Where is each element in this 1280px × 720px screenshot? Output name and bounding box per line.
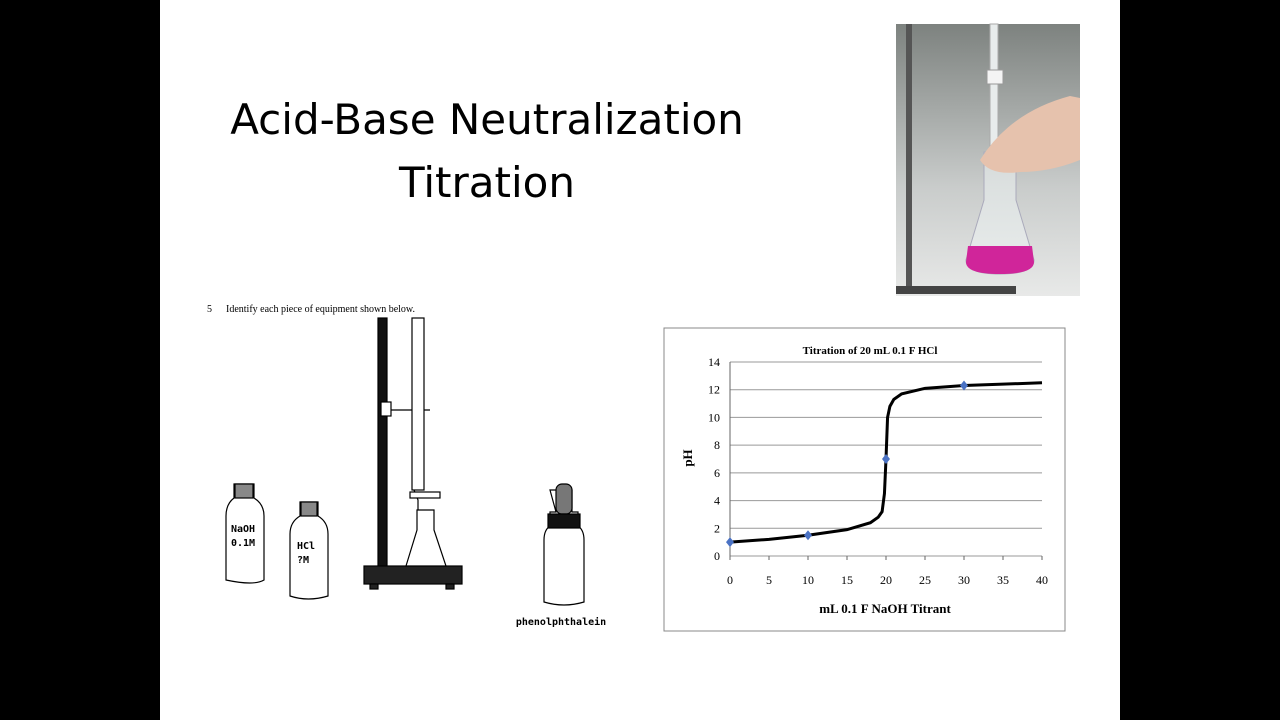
x-tick-label: 30 bbox=[958, 573, 970, 587]
chart-frame bbox=[663, 327, 1066, 632]
x-tick-label: 20 bbox=[880, 573, 892, 587]
data-point bbox=[960, 380, 968, 391]
x-tick-label: 10 bbox=[802, 573, 814, 587]
data-point bbox=[804, 530, 812, 541]
bottle-label: 0.1M bbox=[231, 538, 255, 549]
x-tick-label: 40 bbox=[1036, 573, 1048, 587]
data-point bbox=[882, 454, 890, 464]
x-tick-label: 25 bbox=[919, 573, 931, 587]
dropper-label: phenolphthalein bbox=[516, 616, 606, 628]
chart: Titration of 20 mL 0.1 F HCl mL 0.1 F Na… bbox=[680, 345, 1048, 616]
x-tick-label: 5 bbox=[766, 573, 772, 587]
y-tick-label: 10 bbox=[708, 410, 720, 424]
y-axis-label: pH bbox=[680, 449, 695, 466]
y-tick-label: 6 bbox=[714, 466, 720, 480]
data-point bbox=[726, 537, 734, 548]
equipment bbox=[225, 317, 585, 606]
photo bbox=[896, 23, 1080, 296]
x-tick-label: 35 bbox=[997, 573, 1009, 587]
slide-title: Titration bbox=[398, 158, 575, 207]
y-tick-label: 2 bbox=[714, 521, 720, 535]
x-tick-label: 0 bbox=[727, 573, 733, 587]
y-tick-label: 8 bbox=[714, 438, 720, 452]
bottle-label: ?M bbox=[297, 555, 309, 566]
question-text: Identify each piece of equipment shown b… bbox=[226, 304, 415, 315]
question-number: 5 bbox=[207, 304, 212, 315]
y-tick-label: 0 bbox=[714, 549, 720, 563]
slide-title: Acid-Base Neutralization bbox=[230, 95, 744, 144]
bottle-label: HCl bbox=[297, 541, 315, 552]
bottle-label: NaOH bbox=[231, 524, 255, 535]
y-tick-label: 12 bbox=[708, 383, 720, 397]
chart-title: Titration of 20 mL 0.1 F HCl bbox=[803, 345, 938, 357]
x-axis-label: mL 0.1 F NaOH Titrant bbox=[819, 601, 951, 616]
y-tick-label: 14 bbox=[708, 355, 720, 369]
y-tick-label: 4 bbox=[714, 494, 720, 508]
x-tick-label: 15 bbox=[841, 573, 853, 587]
